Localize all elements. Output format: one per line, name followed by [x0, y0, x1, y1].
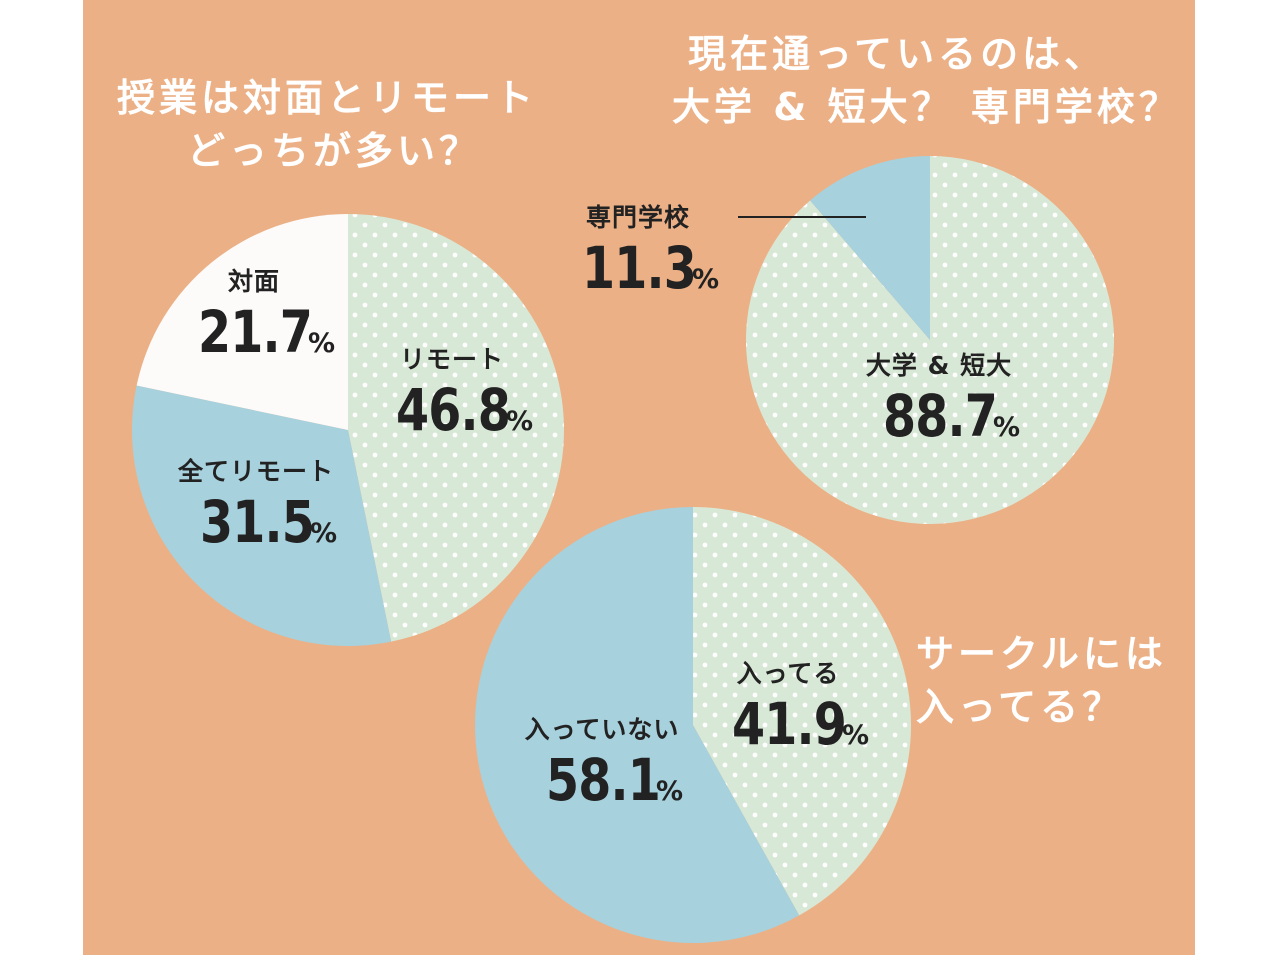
title-line: サークルには — [916, 632, 1167, 676]
slice-value: 88.7 — [882, 382, 998, 450]
slice-name: 対面 — [227, 267, 281, 296]
slice-label-all-remote: 全てリモート 31.5% — [175, 452, 337, 553]
title-line: 現在通っているのは、 — [688, 32, 1107, 76]
slice-value: 11.3 — [581, 234, 697, 302]
slice-label-in-person: 対面 21.7% — [173, 262, 335, 363]
slice-value: 41.9 — [731, 690, 847, 758]
slice-label-university: 大学 & 短大 88.7% — [858, 346, 1020, 447]
slice-unit: % — [993, 412, 1021, 443]
title-line: 授業は対面とリモート — [117, 76, 538, 120]
title-line: 入ってる？ — [916, 685, 1125, 730]
slice-label-senmon: 専門学校 11.3% — [557, 198, 719, 299]
title-line: どっちが多い？ — [187, 129, 482, 174]
slice-name: 入ってる — [736, 659, 840, 688]
pie-slice — [746, 156, 1114, 525]
slice-name: 大学 & 短大 — [865, 351, 1013, 380]
chart-title-school-type: 現在通っているのは、 大学 & 短大？ 専門学校？ — [672, 28, 1181, 134]
slice-unit: % — [310, 518, 338, 549]
pie-slice — [348, 214, 564, 642]
slice-name: 専門学校 — [585, 203, 691, 232]
pie-school-type — [746, 156, 1114, 525]
slice-name: 入っていない — [524, 715, 680, 744]
chart-title-circle-membership: サークルには 入ってる？ — [916, 628, 1167, 734]
slice-unit: % — [506, 406, 534, 437]
slice-label-non-member: 入っていない 58.1% — [521, 710, 683, 811]
slice-label-remote: リモート 46.8% — [371, 340, 533, 441]
pie-slice — [136, 214, 348, 430]
slice-unit: % — [842, 720, 870, 751]
pie-slice — [693, 507, 911, 916]
pie-slice — [474, 507, 800, 943]
slice-unit: % — [656, 776, 684, 807]
pie-slice — [131, 385, 392, 646]
slice-unit: % — [308, 328, 336, 359]
slice-value: 31.5 — [199, 488, 315, 556]
chart-title-class-format: 授業は対面とリモート どっちが多い？ — [117, 72, 537, 178]
slice-name: リモート — [399, 345, 505, 374]
pie-class-format — [131, 214, 564, 646]
slice-label-member: 入ってる 41.9% — [707, 654, 869, 755]
slice-unit: % — [692, 264, 720, 295]
pie-circle-membership — [474, 507, 911, 943]
title-line: 大学 & 短大？ 専門学校？ — [672, 85, 1181, 130]
slice-value: 58.1 — [545, 746, 661, 814]
slice-value: 21.7 — [197, 298, 313, 366]
slice-value: 46.8 — [395, 376, 511, 444]
slice-name: 全てリモート — [177, 457, 335, 486]
pie-slice — [810, 156, 930, 340]
